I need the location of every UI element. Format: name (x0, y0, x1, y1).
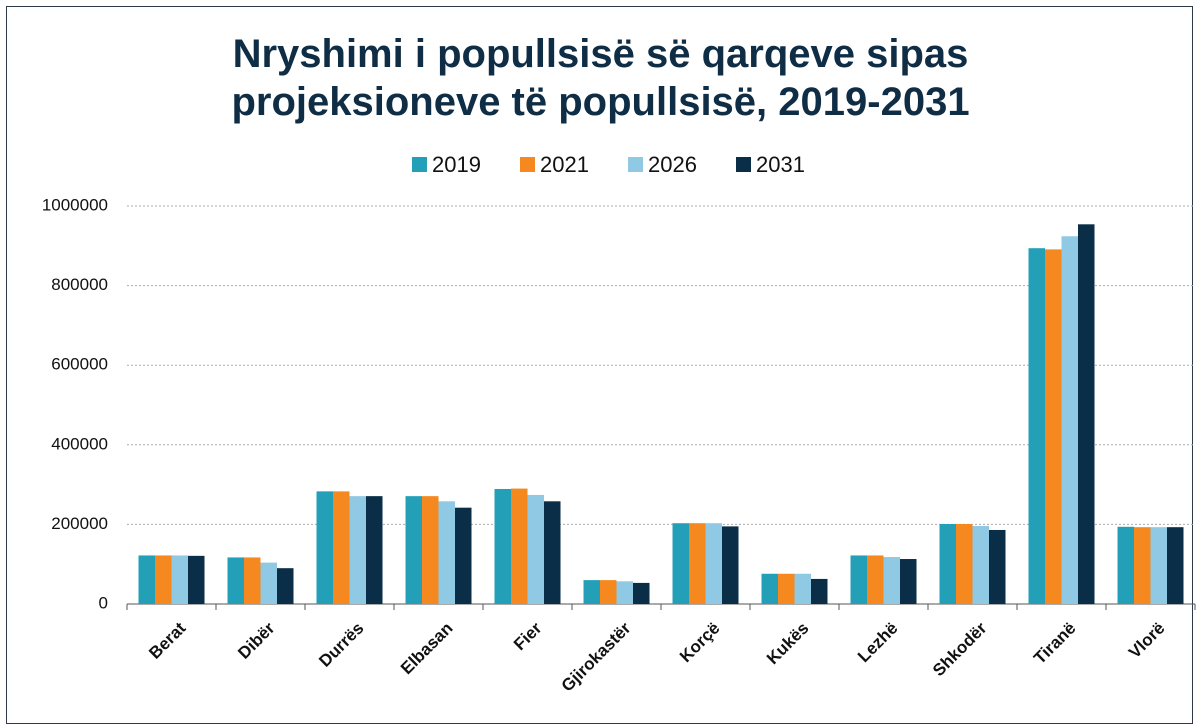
bar (972, 525, 989, 604)
bar (316, 491, 333, 604)
legend-swatch (412, 157, 427, 172)
bar (867, 555, 884, 604)
x-tick-label: Shkodër (929, 618, 991, 680)
bar (883, 557, 900, 604)
bar (494, 488, 511, 604)
bar (544, 501, 561, 604)
legend-swatch (520, 157, 535, 172)
x-tick-label: Durrës (315, 619, 367, 671)
bar (349, 496, 366, 604)
bar (705, 523, 722, 604)
y-tick-label: 1000000 (42, 195, 108, 214)
x-tick-label: Gjirokastër (558, 618, 635, 695)
bar (138, 555, 155, 604)
bar (366, 496, 383, 604)
bar (227, 557, 244, 604)
x-tick-label: Elbasan (397, 619, 457, 679)
bar (455, 507, 472, 604)
bar (1061, 236, 1078, 605)
bar (900, 559, 917, 604)
x-tick-label: Lezhë (854, 619, 902, 667)
bar (1167, 527, 1184, 604)
x-tick-label: Korçë (676, 619, 724, 667)
bar (794, 573, 811, 604)
y-tick-label: 200000 (51, 514, 108, 533)
y-tick-label: 0 (99, 593, 108, 612)
legend-swatch (736, 157, 751, 172)
bar (850, 555, 867, 604)
bar (1045, 249, 1062, 604)
x-tick-label: Tiranë (1030, 619, 1079, 668)
x-tick-label: Fier (510, 618, 546, 654)
bar (761, 573, 778, 604)
x-tick-label: Vlorë (1125, 619, 1169, 663)
legend-label: 2021 (540, 152, 589, 177)
bar (1028, 248, 1045, 605)
y-tick-label: 600000 (51, 355, 108, 374)
bar (511, 488, 528, 604)
bar (1134, 527, 1151, 604)
legend-label: 2019 (432, 152, 481, 177)
bar (1150, 527, 1167, 604)
bar (260, 562, 277, 604)
x-tick-label: Berat (145, 618, 189, 662)
bar (1078, 224, 1095, 605)
x-tick-label: Dibër (234, 618, 278, 662)
bar (1117, 526, 1134, 604)
bar (956, 524, 973, 604)
bar (333, 491, 350, 604)
bar (171, 555, 188, 604)
x-tick-label: Kukës (763, 619, 813, 669)
bar (527, 494, 544, 604)
bar (438, 501, 455, 604)
bar (600, 580, 617, 604)
bar (616, 581, 633, 604)
bar (188, 555, 205, 604)
bar (155, 555, 172, 604)
chart-title: Nryshimi i popullsisë së qarqeve sipas p… (231, 32, 970, 124)
bar (722, 526, 739, 604)
bar (633, 582, 650, 604)
bar (939, 524, 956, 604)
bar (405, 496, 422, 604)
bar (244, 557, 261, 604)
bar (778, 573, 795, 604)
y-tick-label: 400000 (51, 434, 108, 453)
bar (811, 578, 828, 604)
bar (583, 580, 600, 604)
bar (989, 529, 1006, 604)
bar (672, 523, 689, 604)
legend-label: 2026 (648, 152, 697, 177)
bar (689, 523, 706, 604)
bar (277, 568, 294, 604)
legend-label: 2031 (756, 152, 805, 177)
legend-swatch (628, 157, 643, 172)
y-tick-label: 800000 (51, 275, 108, 294)
bar (422, 496, 439, 604)
